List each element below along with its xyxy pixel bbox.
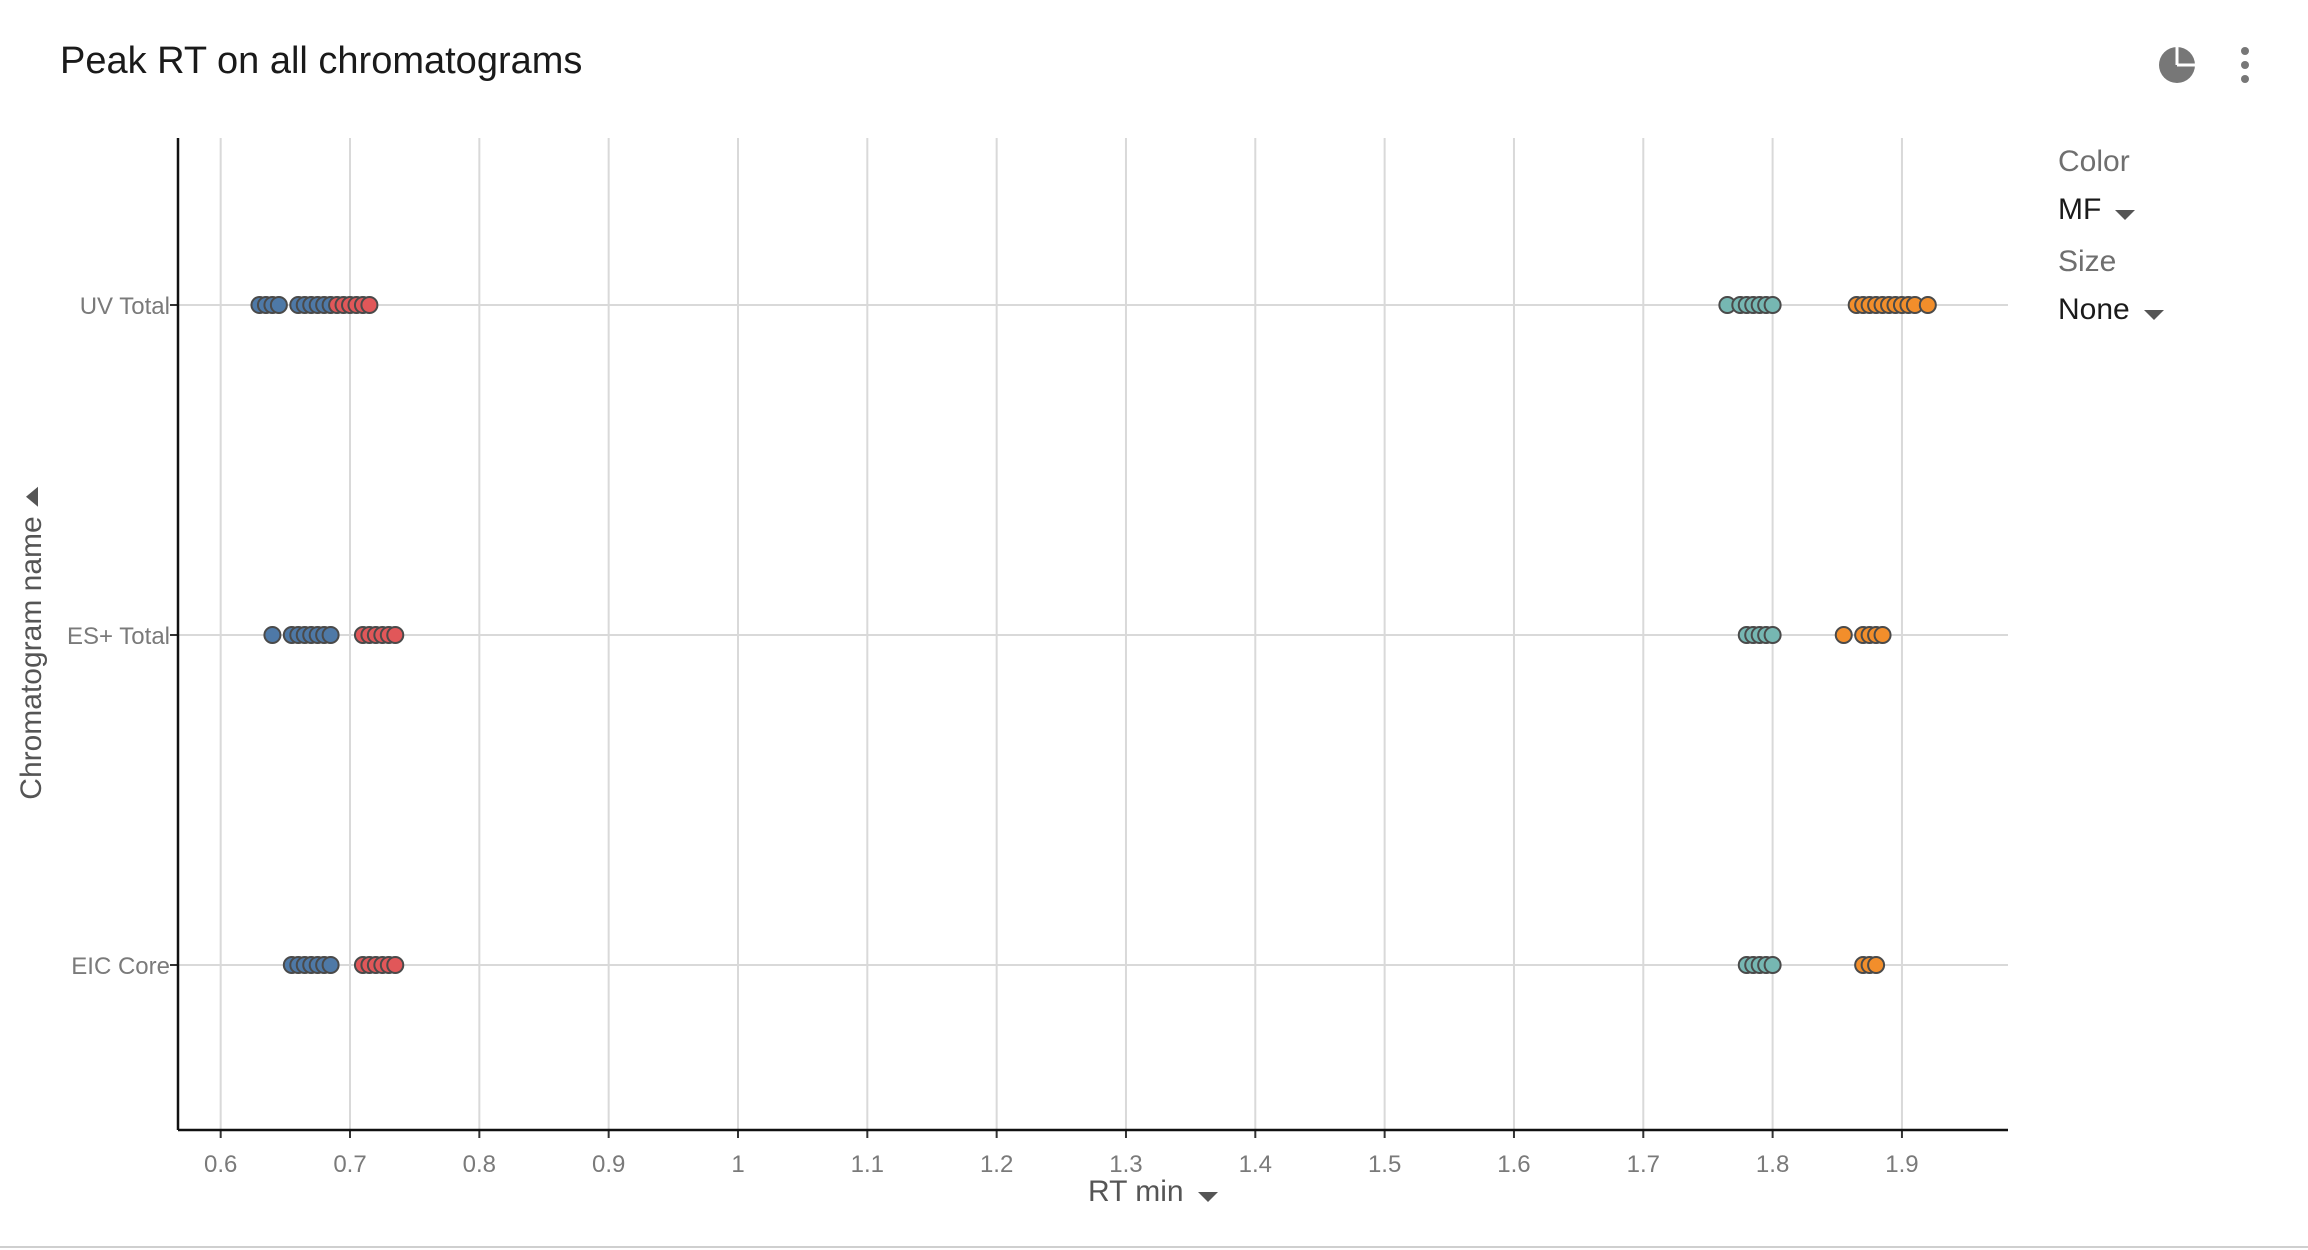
x-tick-label: 0.9 (592, 1151, 625, 1178)
chevron-down-icon (2115, 210, 2136, 220)
more-vertical-icon[interactable] (2230, 45, 2260, 85)
data-point[interactable] (386, 626, 405, 644)
data-point[interactable] (263, 626, 282, 644)
data-point[interactable] (1873, 626, 1892, 644)
x-axis-label: RT min (1088, 1175, 1184, 1208)
pie-chart-icon[interactable] (2157, 45, 2197, 85)
x-tick-label: 0.7 (333, 1151, 366, 1178)
data-point[interactable] (321, 626, 340, 644)
data-points (250, 296, 1937, 974)
x-tick-label: 1.5 (1368, 1151, 1401, 1178)
grid-lines (178, 138, 2008, 1130)
x-tick-label: 0.8 (463, 1151, 496, 1178)
x-tick-label: 1 (731, 1151, 744, 1178)
x-tick-label: 1.4 (1239, 1151, 1272, 1178)
data-point[interactable] (386, 956, 405, 974)
size-encoding-dropdown[interactable]: None (2058, 293, 2164, 327)
color-encoding-dropdown[interactable]: MF (2058, 193, 2136, 227)
x-tick-label: 1.3 (1109, 1151, 1142, 1178)
data-point[interactable] (1918, 296, 1937, 314)
y-tick-label: EIC Core (71, 953, 170, 980)
x-tick-label: 1.1 (851, 1151, 884, 1178)
color-encoding-label: Color (2058, 145, 2130, 178)
tick-labels: 0.6 0.7 0.8 0.9 1 1.1 1.2 1.3 1.4 1.5 1.6 1.7 1.8 1.9… (67, 293, 1919, 1178)
x-tick-label: 1.9 (1885, 1151, 1918, 1178)
x-tick-label: 1.2 (980, 1151, 1013, 1178)
divider (0, 1246, 2308, 1248)
size-encoding-value: None (2058, 293, 2130, 326)
axes (170, 138, 2008, 1138)
chart-title: Peak RT on all chromatograms (60, 40, 583, 82)
y-tick-label: UV Total (80, 293, 170, 320)
data-point[interactable] (269, 296, 288, 314)
x-tick-label: 1.6 (1497, 1151, 1530, 1178)
size-encoding-label: Size (2058, 245, 2117, 278)
chevron-right-icon (26, 486, 38, 507)
data-point[interactable] (360, 296, 379, 314)
x-tick-label: 0.6 (204, 1151, 237, 1178)
data-point[interactable] (1867, 956, 1886, 974)
x-axis-dropdown[interactable]: RT min (1088, 1175, 1218, 1209)
chevron-down-icon (2143, 310, 2164, 320)
data-point[interactable] (1834, 626, 1853, 644)
data-point[interactable] (1763, 626, 1782, 644)
data-point[interactable] (321, 956, 340, 974)
data-point[interactable] (1763, 296, 1782, 314)
chevron-down-icon (1197, 1192, 1218, 1202)
y-axis-label: Chromatogram name (15, 516, 48, 800)
x-tick-label: 1.7 (1627, 1151, 1660, 1178)
x-tick-label: 1.8 (1756, 1151, 1789, 1178)
color-encoding-value: MF (2058, 193, 2102, 226)
y-tick-label: ES+ Total (67, 623, 170, 650)
data-point[interactable] (1763, 956, 1782, 974)
y-axis-dropdown[interactable]: Chromatogram name (15, 486, 49, 800)
